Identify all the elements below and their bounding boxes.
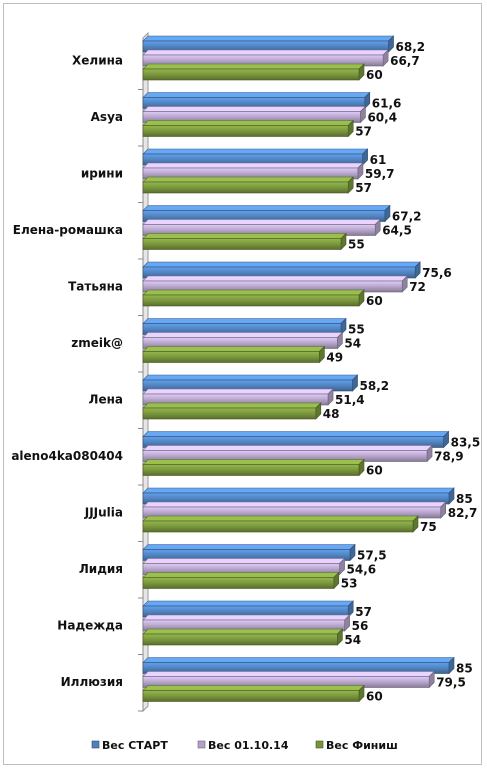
bar bbox=[142, 501, 447, 519]
category-label: Татьяна bbox=[68, 280, 123, 294]
bar bbox=[142, 458, 365, 477]
bar bbox=[142, 600, 354, 618]
legend-item: Вес 01.10.14 bbox=[197, 739, 289, 752]
data-label: 51,4 bbox=[335, 393, 365, 407]
data-label: 60,4 bbox=[367, 111, 397, 125]
bar bbox=[142, 374, 359, 392]
data-label: 57 bbox=[355, 125, 372, 139]
bar bbox=[142, 684, 365, 703]
data-label: 75 bbox=[420, 520, 437, 534]
category-label: Елена-ромашка bbox=[13, 223, 123, 237]
bar bbox=[142, 430, 450, 449]
data-label: 75,6 bbox=[422, 266, 452, 280]
data-label: 66,7 bbox=[390, 54, 420, 68]
legend-swatch bbox=[91, 740, 100, 749]
bar bbox=[142, 105, 367, 124]
bar bbox=[142, 670, 435, 689]
bar bbox=[142, 345, 326, 364]
data-label: 60 bbox=[366, 294, 383, 308]
data-label: 54,6 bbox=[347, 563, 377, 577]
data-label: 58,2 bbox=[360, 379, 390, 393]
bar bbox=[142, 204, 391, 223]
data-label: 49 bbox=[326, 351, 343, 365]
data-label: 60 bbox=[366, 690, 383, 704]
category-label: Надежда bbox=[57, 619, 123, 633]
data-label: 57,5 bbox=[357, 549, 387, 563]
bar bbox=[142, 444, 433, 463]
data-label: 83,5 bbox=[451, 436, 481, 450]
category-label: Лена bbox=[89, 393, 124, 407]
legend-label: Вес 01.10.14 bbox=[208, 739, 289, 752]
data-label: 48 bbox=[323, 407, 340, 421]
bar bbox=[142, 176, 354, 194]
bar bbox=[142, 218, 381, 237]
chart-bars bbox=[142, 35, 455, 703]
bar bbox=[142, 543, 356, 562]
category-label: Asya bbox=[91, 110, 123, 124]
data-label: 59,7 bbox=[365, 167, 395, 181]
bar bbox=[142, 656, 455, 675]
bar bbox=[142, 402, 322, 420]
legend-item: Вес СТАРТ bbox=[91, 739, 168, 752]
bar bbox=[142, 388, 334, 406]
bar bbox=[142, 515, 419, 533]
bar bbox=[142, 628, 344, 646]
data-label: 55 bbox=[348, 238, 365, 252]
data-label: 56 bbox=[352, 619, 369, 633]
data-label: 55 bbox=[348, 323, 365, 337]
data-label: 85 bbox=[456, 662, 473, 676]
bar bbox=[142, 331, 344, 350]
data-label: 67,2 bbox=[392, 210, 422, 224]
data-label: 82,7 bbox=[448, 506, 478, 520]
bar bbox=[142, 289, 365, 307]
category-label: ирини bbox=[81, 167, 123, 181]
chart-axis bbox=[138, 31, 149, 713]
bar bbox=[142, 148, 369, 166]
data-label: 60 bbox=[366, 464, 383, 478]
chart-labels: Хелина68,266,760Asya61,660,457ирини6159,… bbox=[11, 40, 480, 704]
legend-swatch bbox=[315, 740, 324, 749]
data-label: 61,6 bbox=[372, 97, 402, 111]
data-label: 53 bbox=[341, 577, 358, 591]
data-label: 57 bbox=[355, 605, 372, 619]
category-label: zmeik@ bbox=[71, 336, 123, 350]
data-label: 54 bbox=[344, 633, 361, 647]
bar bbox=[142, 557, 346, 576]
bar bbox=[142, 63, 365, 81]
bar bbox=[142, 35, 395, 53]
data-label: 57 bbox=[355, 181, 372, 195]
data-label: 79,5 bbox=[436, 676, 466, 690]
bar bbox=[142, 91, 371, 110]
bar bbox=[142, 232, 347, 251]
category-label: Иллюзия bbox=[61, 675, 123, 689]
category-label: JJJulia bbox=[84, 506, 123, 520]
data-label: 68,2 bbox=[396, 40, 426, 54]
data-label: 64,5 bbox=[382, 224, 412, 238]
data-label: 72 bbox=[409, 280, 426, 294]
bar bbox=[142, 487, 455, 505]
bar bbox=[142, 119, 354, 138]
bar bbox=[142, 614, 351, 632]
data-label: 54 bbox=[344, 337, 361, 351]
category-label: Хелина bbox=[72, 54, 123, 68]
data-label: 78,9 bbox=[434, 450, 464, 464]
data-label: 61 bbox=[370, 153, 387, 167]
bar bbox=[142, 162, 364, 180]
legend-swatch bbox=[197, 740, 206, 749]
bar bbox=[142, 571, 340, 590]
legend-label: Вес Финиш bbox=[326, 739, 398, 752]
data-label: 85 bbox=[456, 492, 473, 506]
bar bbox=[142, 261, 421, 279]
bar bbox=[142, 317, 347, 336]
bar bbox=[142, 275, 408, 293]
category-label: Лидия bbox=[79, 562, 123, 576]
legend-label: Вес СТАРТ bbox=[102, 739, 168, 752]
legend-item: Вес Финиш bbox=[315, 739, 398, 752]
bar bbox=[142, 49, 389, 67]
category-label: aleno4ka080404 bbox=[11, 449, 123, 463]
chart-legend: Вес СТАРТ Вес 01.10.14 Вес Финиш bbox=[91, 739, 398, 752]
data-label: 60 bbox=[366, 68, 383, 82]
